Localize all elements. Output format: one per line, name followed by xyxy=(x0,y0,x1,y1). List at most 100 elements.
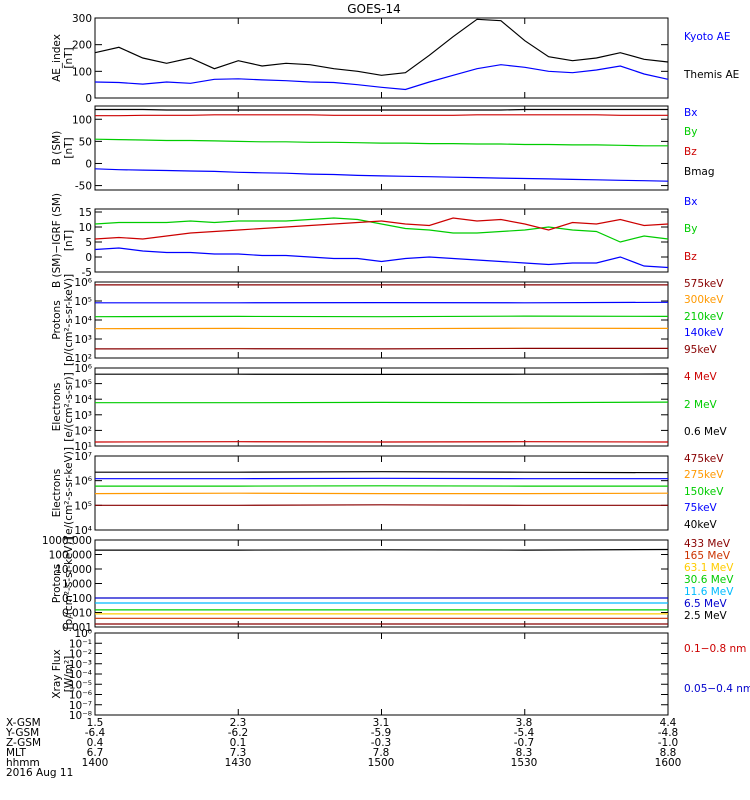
y-tick-label: 15 xyxy=(79,207,92,219)
y-axis-label: AE_index xyxy=(51,34,63,82)
ephemeris-value: -1.0 xyxy=(657,737,679,749)
figure-title: GOES-14 xyxy=(347,2,401,16)
series-line xyxy=(95,471,669,474)
y-tick-label: 10² xyxy=(74,353,92,365)
series-line xyxy=(95,548,669,551)
y-tick-label: 10⁴ xyxy=(74,525,92,537)
legend-entry: Bx xyxy=(684,107,697,119)
y-tick-label: 10⁷ xyxy=(74,451,92,463)
y-tick-label: 200 xyxy=(72,40,92,52)
y-tick-label: 10⁻² xyxy=(69,649,92,661)
y-tick-label: 10⁻⁸ xyxy=(69,710,92,722)
y-tick-label: 100.000 xyxy=(49,550,92,562)
ephemeris-value: -6.2 xyxy=(227,727,249,739)
ephemeris-row-label: hhmm xyxy=(6,757,40,769)
legend-entry: 6.5 MeV xyxy=(684,598,728,610)
y-tick-label: 10⁻⁷ xyxy=(69,700,92,712)
y-tick-label: 10⁰ xyxy=(74,628,92,640)
legend-entry: 2.5 MeV xyxy=(684,610,728,622)
series-line xyxy=(94,315,669,318)
series-line xyxy=(94,217,669,243)
y-tick-label: -5 xyxy=(82,267,92,279)
y-axis-unit: [p/(cm²-s-sr-keV)] xyxy=(63,537,75,629)
panel-ae_index: 0 100 200 300 AE_index [nT] Kyoto AE Themis AE xyxy=(51,13,739,105)
ephemeris-value: 0.4 xyxy=(86,737,104,749)
y-tick-label: 10⁵ xyxy=(74,500,92,512)
legend-entry: 475keV xyxy=(684,453,724,465)
series-line xyxy=(94,327,669,330)
panel-electrons_mev: 10¹ 10² 10³ 10⁴ 10⁵ 10⁶ Electrons [e/(cm²-s-sr)… xyxy=(51,363,728,453)
panel-b_minus_igrf: -5 0 5 10 15 B (SM)−IGRF (SM) [nT] Bx By Bz xyxy=(51,193,697,288)
y-tick-label: 0.001 xyxy=(62,622,92,634)
legend-entry: 575keV xyxy=(684,278,724,290)
ephemeris-value: 7.8 xyxy=(372,747,390,759)
y-tick-label: 10³ xyxy=(74,334,92,346)
series-line xyxy=(94,18,669,76)
legend-entry: 150keV xyxy=(684,486,724,498)
series-line xyxy=(94,347,668,350)
series-line xyxy=(94,138,668,147)
y-axis-unit: [nT] xyxy=(63,137,75,158)
series-line xyxy=(95,301,669,304)
legend-entry: Bz xyxy=(684,146,697,158)
legend-entry: 140keV xyxy=(684,327,724,339)
legend-entry: Kyoto AE xyxy=(684,31,730,43)
y-axis-label: B (SM)−IGRF (SM) xyxy=(51,193,63,288)
y-axis-label: B (SM) xyxy=(51,131,63,165)
y-axis-unit: [nT] xyxy=(63,230,75,251)
panel-frame xyxy=(94,105,669,191)
legend-entry: By xyxy=(684,126,697,138)
ephemeris-value: 2.3 xyxy=(229,717,247,729)
legend-entry: 275keV xyxy=(684,469,724,481)
ephemeris-row-label: Z-GSM xyxy=(6,737,42,749)
y-tick-label: 10⁴ xyxy=(74,394,92,406)
y-tick-label: 10.000 xyxy=(55,564,92,576)
ephemeris-value: 1530 xyxy=(510,757,538,769)
y-axis-label: Protons xyxy=(51,564,63,603)
y-axis-unit: [p/(cm²-s-sr-keV)] xyxy=(63,274,75,366)
panel-electrons_kev: 10⁴ 10⁵ 10⁶ 10⁷ Electrons [e/(cm²-s-sr-keV)] 4… xyxy=(51,447,724,539)
ephemeris-date: 2016 Aug 11 xyxy=(6,767,74,779)
series-line xyxy=(94,217,669,240)
legend-entry: Themis AE xyxy=(683,69,739,81)
y-tick-label: 10⁶ xyxy=(74,277,92,289)
legend-entry: 30.6 MeV xyxy=(684,574,734,586)
ephemeris-value: -5.9 xyxy=(370,727,392,739)
panel-protons_low: 10² 10³ 10⁴ 10⁵ 10⁶ Protons [p/(cm²-s-sr-keV)]… xyxy=(51,274,724,366)
y-tick-label: 10¹ xyxy=(74,441,92,453)
y-tick-label: 50 xyxy=(79,136,92,148)
y-tick-label: 1000.000 xyxy=(42,535,92,547)
y-tick-label: 100 xyxy=(72,66,92,78)
ephemeris-value: -4.8 xyxy=(657,727,679,739)
y-tick-label: 0.010 xyxy=(62,608,92,620)
legend-entry: Bx xyxy=(684,196,697,208)
ephemeris-value: -6.4 xyxy=(84,727,106,739)
y-tick-label: 10 xyxy=(79,222,92,234)
y-axis-unit: [e/(cm²-s-sr-keV)] xyxy=(63,447,75,539)
y-tick-label: 0 xyxy=(85,93,92,105)
y-axis-unit: [W/m²] xyxy=(63,656,75,693)
ephemeris-value: 0.1 xyxy=(229,737,247,749)
y-axis-label: Xray Flux xyxy=(51,649,63,698)
ephemeris-value: 6.7 xyxy=(86,747,104,759)
panel-b_sm: -50 0 50 100 B (SM) [nT] Bx By Bz Bmag xyxy=(51,105,715,193)
ephemeris-value: -0.3 xyxy=(370,737,392,749)
y-tick-label: 10⁵ xyxy=(74,379,92,391)
y-tick-label: 0 xyxy=(85,252,92,264)
y-axis-label: Electrons xyxy=(51,469,63,518)
y-tick-label: 10³ xyxy=(74,410,92,422)
legend-entry: By xyxy=(684,223,697,235)
y-axis-label: Protons xyxy=(51,300,63,339)
legend-entry: 433 MeV xyxy=(684,538,731,550)
y-tick-label: 10² xyxy=(74,425,92,437)
ephemeris-value: 1430 xyxy=(224,757,252,769)
ephemeris-value: -5.4 xyxy=(513,727,535,739)
series-line xyxy=(95,401,669,404)
legend-entry: 300keV xyxy=(684,294,724,306)
series-line xyxy=(94,168,669,182)
y-tick-label: 10⁻¹ xyxy=(69,638,92,650)
legend-entry: 0.6 MeV xyxy=(684,426,728,438)
series-line xyxy=(95,108,668,111)
y-tick-label: 10⁴ xyxy=(74,315,92,327)
